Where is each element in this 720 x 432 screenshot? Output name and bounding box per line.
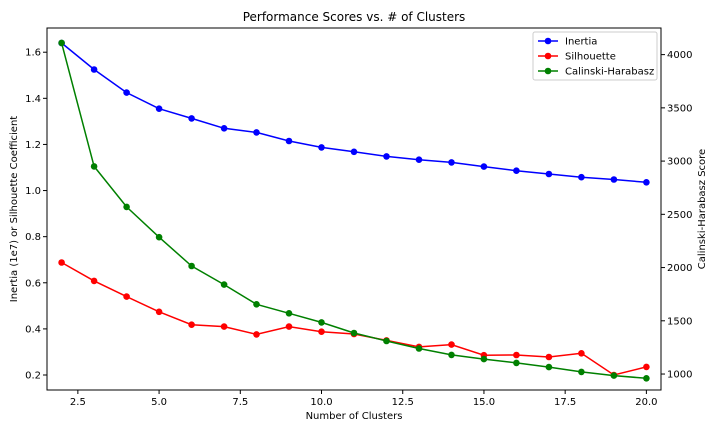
data-point-calinski-harabasz [513,359,520,367]
x-axis-title: Number of Clusters [306,411,403,422]
data-point-calinski-harabasz [350,329,358,337]
legend-marker-silhouette [544,52,552,60]
data-point-inertia [220,125,228,132]
data-point-inertia [480,163,488,170]
data-point-calinski-harabasz [610,372,618,379]
y-tick-label-left: 1.6 [25,48,41,59]
y-tick-label-left: 1.4 [25,94,41,105]
x-tick-label: 20.0 [635,397,657,408]
y-tick-label-right: 1500 [667,316,692,327]
x-tick-label: 10.0 [310,397,332,408]
plot-frame [46,27,662,391]
data-point-inertia [318,144,325,151]
data-point-calinski-harabasz [123,203,130,211]
legend-marker-inertia [544,37,552,45]
data-point-calinski-harabasz [155,233,163,241]
x-tick-label: 2.5 [70,397,86,408]
y-axis-title-left: Inertia (1e7) or Silhouette Coefficient [9,116,20,303]
data-point-inertia [513,167,520,174]
data-point-inertia [578,173,585,181]
legend-label-inertia: Inertia [565,37,597,48]
data-point-calinski-harabasz [220,281,228,288]
data-point-inertia [155,105,163,112]
data-point-silhouette [448,341,455,348]
y-tick-label-right: 3000 [667,157,692,168]
y-tick-label-left: 1.2 [25,140,41,151]
data-point-calinski-harabasz [383,337,390,345]
data-point-silhouette [58,259,65,266]
data-point-inertia [383,153,390,160]
data-point-calinski-harabasz [578,368,585,376]
y-tick-label-left: 1.0 [25,186,41,197]
data-point-silhouette [188,321,195,329]
y-tick-label-right: 3500 [667,103,692,114]
data-point-silhouette [285,323,293,330]
data-point-silhouette [90,277,98,285]
y-tick-label-left: 0.2 [25,371,41,382]
data-point-silhouette [123,293,130,300]
data-point-inertia [448,159,455,166]
data-point-silhouette [643,363,650,371]
data-point-calinski-harabasz [448,351,455,359]
legend-label-silhouette: Silhouette [565,52,616,63]
y-tick-label-left: 0.4 [25,324,41,335]
data-point-calinski-harabasz [415,345,423,352]
x-tick-label: 5.0 [151,397,167,408]
y-tick-label-left: 0.8 [25,232,41,243]
data-point-calinski-harabasz [318,319,325,326]
plot-area: 2.5 5.0 7.5 10.0 12.5 15.0 17.5 20.0 0.2 0.4 0.6 0.… [25,27,692,408]
data-point-calinski-harabasz [58,39,65,47]
data-point-calinski-harabasz [188,262,195,270]
y-tick-label-right: 2500 [667,210,692,221]
x-tick-label: 15.0 [473,397,495,408]
data-point-silhouette [220,323,228,330]
data-point-inertia [350,148,358,156]
x-tick-label: 7.5 [232,397,248,408]
data-point-calinski-harabasz [643,375,650,382]
data-point-calinski-harabasz [480,355,488,363]
x-tick-label: 17.5 [554,397,576,408]
legend-marker-calinski-harabasz [544,67,552,75]
legend: Inertia Silhouette Calinski-Harabasz [532,31,658,81]
data-point-inertia [188,115,195,122]
x-tick-label: 12.5 [392,397,414,408]
data-point-silhouette [253,331,260,338]
data-point-inertia [610,176,618,183]
data-point-silhouette [545,353,553,361]
data-point-calinski-harabasz [545,363,553,371]
data-point-calinski-harabasz [253,301,260,308]
y-axis-title-right: Calinski-Harabasz Score [697,149,708,269]
y-tick-label-right: 2000 [667,263,692,274]
legend-label-calinski-harabasz: Calinski-Harabasz [565,67,654,78]
data-point-inertia [90,66,98,73]
data-point-inertia [285,137,293,145]
chart-title: Performance Scores vs. # of Clusters [243,10,466,24]
data-point-inertia [643,179,650,186]
y-tick-label-right: 1000 [667,370,692,381]
data-point-calinski-harabasz [285,310,293,317]
legend-box [532,31,658,81]
data-point-inertia [545,170,553,178]
data-point-silhouette [578,350,585,357]
y-tick-label-left: 0.6 [25,278,41,289]
data-point-silhouette [318,328,325,336]
data-point-inertia [253,129,260,136]
data-point-calinski-harabasz [90,163,98,170]
data-point-silhouette [513,351,520,359]
y-tick-label-right: 4000 [667,50,692,61]
data-point-inertia [123,89,130,96]
data-point-inertia [415,156,423,163]
data-point-silhouette [155,308,163,316]
